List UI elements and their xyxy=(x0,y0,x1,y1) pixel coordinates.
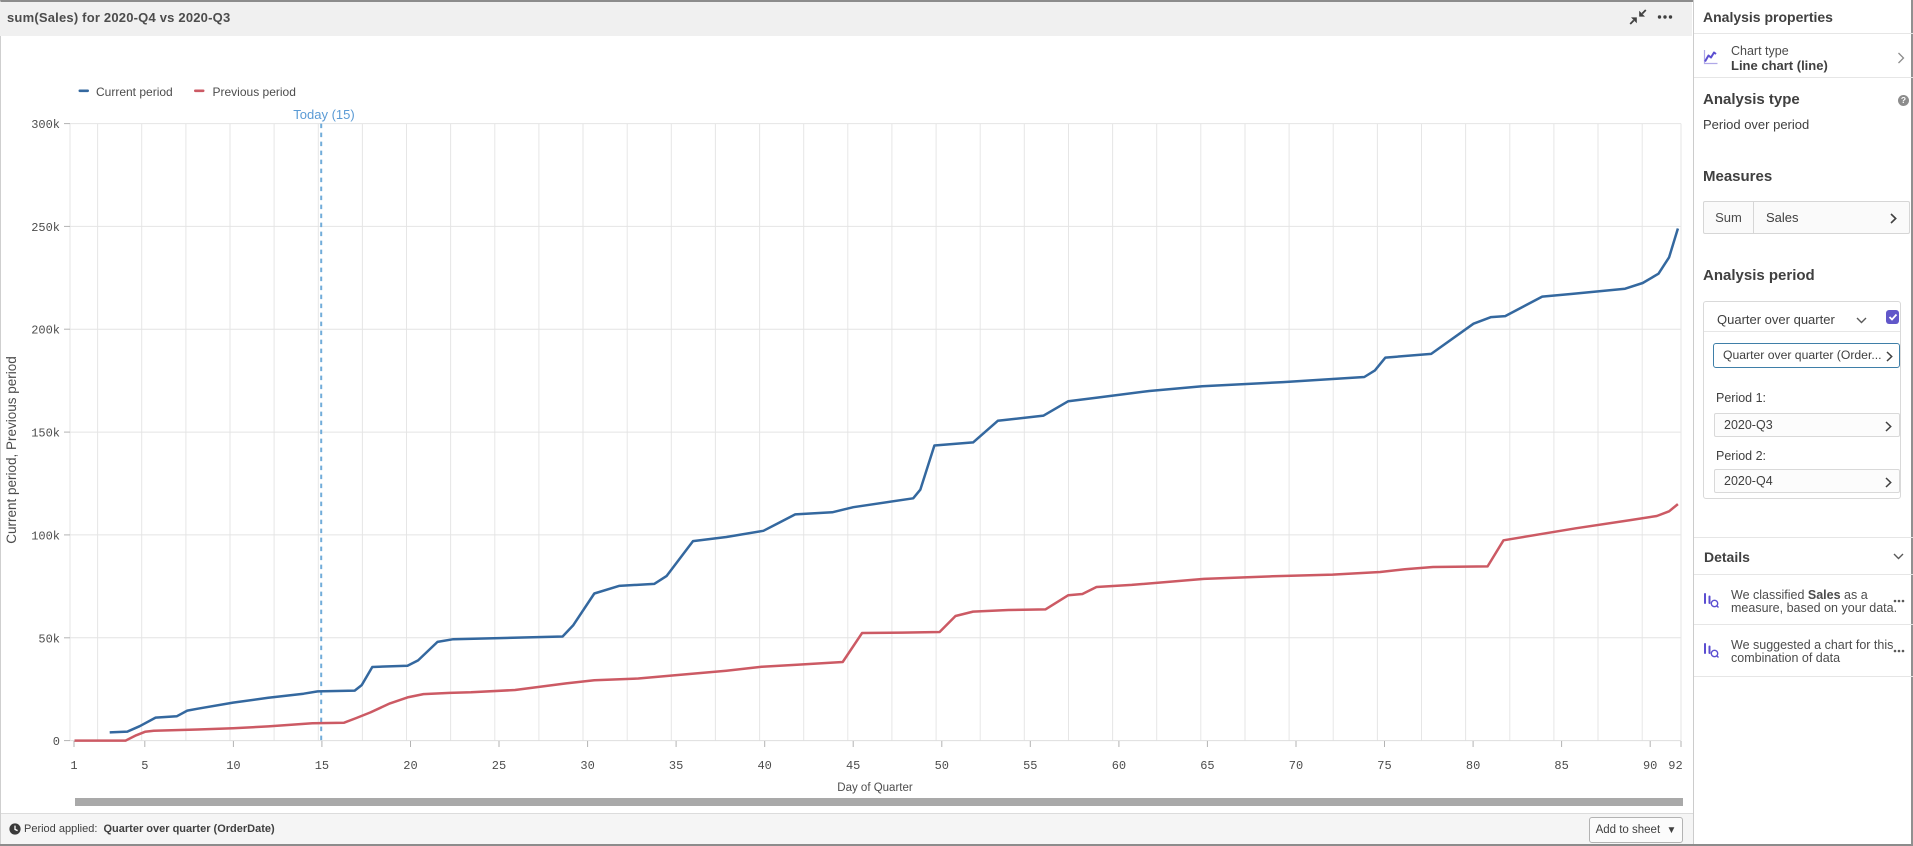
svg-text:Previous period: Previous period xyxy=(213,85,296,99)
svg-text:90: 90 xyxy=(1643,759,1657,773)
svg-text:30: 30 xyxy=(580,759,594,773)
svg-text:55: 55 xyxy=(1023,759,1037,773)
svg-text:50: 50 xyxy=(935,759,949,773)
svg-text:1: 1 xyxy=(70,759,77,773)
svg-text:75: 75 xyxy=(1377,759,1391,773)
svg-text:5: 5 xyxy=(141,759,148,773)
svg-text:65: 65 xyxy=(1200,759,1214,773)
svg-text:Day of Quarter: Day of Quarter xyxy=(837,782,913,794)
svg-text:250k: 250k xyxy=(31,221,60,235)
svg-text:25: 25 xyxy=(492,759,506,773)
svg-text:40: 40 xyxy=(757,759,771,773)
svg-text:Today (15): Today (15) xyxy=(293,107,354,122)
svg-text:Current period: Current period xyxy=(96,85,173,99)
svg-text:50k: 50k xyxy=(38,632,60,646)
svg-text:92: 92 xyxy=(1668,759,1682,773)
svg-text:Current period, Previous perio: Current period, Previous period xyxy=(4,356,19,544)
svg-text:20: 20 xyxy=(403,759,417,773)
svg-text:35: 35 xyxy=(669,759,683,773)
svg-text:60: 60 xyxy=(1112,759,1126,773)
svg-text:80: 80 xyxy=(1466,759,1480,773)
svg-text:45: 45 xyxy=(846,759,860,773)
svg-text:0: 0 xyxy=(53,735,60,749)
svg-text:150k: 150k xyxy=(31,427,60,441)
svg-text:70: 70 xyxy=(1289,759,1303,773)
svg-text:85: 85 xyxy=(1554,759,1568,773)
svg-text:100k: 100k xyxy=(31,529,60,543)
svg-text:200k: 200k xyxy=(31,324,60,338)
svg-text:15: 15 xyxy=(315,759,329,773)
svg-text:300k: 300k xyxy=(31,118,60,132)
svg-text:10: 10 xyxy=(226,759,240,773)
